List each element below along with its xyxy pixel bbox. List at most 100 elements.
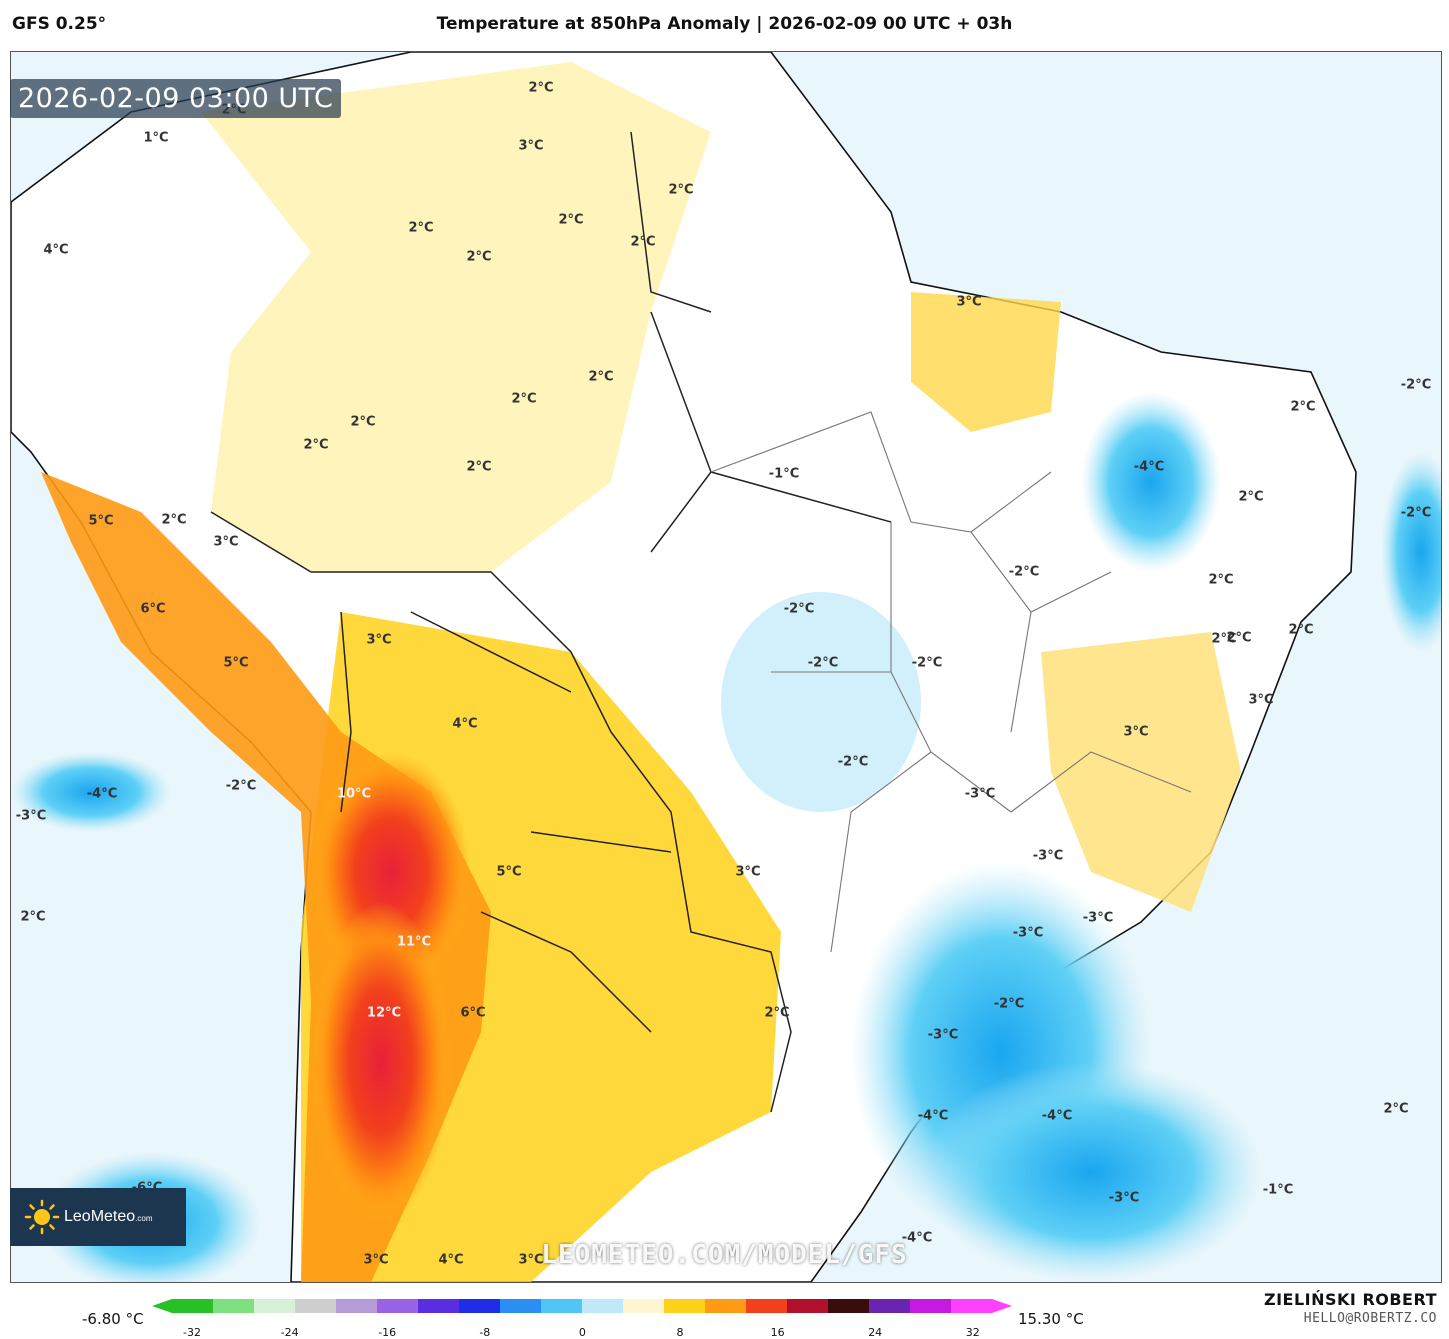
scale-tick-label: -24 [280, 1326, 299, 1339]
cold-area-pacific [11, 752, 171, 832]
anomaly-label: 2°C [630, 234, 656, 250]
map-canvas [11, 52, 1441, 1282]
anomaly-label: 2°C [1208, 572, 1234, 588]
logo-suffix: .com [135, 1214, 153, 1223]
anomaly-label: 2°C [511, 391, 537, 407]
anomaly-label: 2°C [466, 249, 492, 265]
scale-segment [623, 1299, 665, 1313]
scale-segment [418, 1299, 460, 1313]
anomaly-label: -2°C [1400, 377, 1432, 393]
cold-area-ne [1081, 392, 1221, 572]
scale-arrow-max [992, 1299, 1012, 1313]
scale-segment [541, 1299, 583, 1313]
anomaly-label: -4°C [1133, 459, 1165, 475]
scale-tick-label: -8 [479, 1326, 491, 1339]
anomaly-label: 5°C [496, 864, 522, 880]
anomaly-label: 4°C [438, 1252, 464, 1268]
anomaly-label: -3°C [1012, 925, 1044, 941]
anomaly-label: 2°C [303, 437, 329, 453]
scale-segment [664, 1299, 706, 1313]
anomaly-label: -3°C [927, 1027, 959, 1043]
scale-segment [705, 1299, 747, 1313]
anomaly-label: 12°C [366, 1005, 402, 1021]
anomaly-label: 1°C [143, 130, 169, 146]
anomaly-label: 2°C [558, 212, 584, 228]
scale-segment [869, 1299, 911, 1313]
anomaly-label: -3°C [964, 786, 996, 802]
anomaly-label: 6°C [140, 601, 166, 617]
author-block: ZIELIŃSKI ROBERT HELLO@ROBERTZ.CO [1264, 1290, 1437, 1326]
scale-segment [787, 1299, 829, 1313]
scale-max-label: 15.30 °C [1018, 1310, 1084, 1328]
state-borders [710, 411, 1192, 953]
anomaly-label: 2°C [588, 369, 614, 385]
anomaly-label: 5°C [88, 513, 114, 529]
anomaly-label: 4°C [43, 242, 69, 258]
anomaly-label: 11°C [396, 934, 432, 950]
cold-area-central [721, 592, 921, 812]
anomaly-label: -1°C [1262, 1182, 1294, 1198]
anomaly-label: 2°C [1226, 630, 1252, 646]
anomaly-label: -2°C [1400, 505, 1432, 521]
anomaly-label: -3°C [1108, 1190, 1140, 1206]
scale-tick-label: 8 [676, 1326, 684, 1339]
cold-area-ocean [921, 1062, 1261, 1282]
anomaly-label: -4°C [917, 1108, 949, 1124]
warm-area-ne [911, 292, 1061, 432]
scale-tick-label: -16 [378, 1326, 397, 1339]
anomaly-label: 3°C [363, 1252, 389, 1268]
anomaly-label: -1°C [768, 466, 800, 482]
anomaly-label: 2°C [1211, 631, 1237, 647]
scale-segment [459, 1299, 501, 1313]
anomaly-label: -4°C [1041, 1108, 1073, 1124]
timestamp-overlay: 2026-02-09 03:00 UTC [10, 79, 342, 118]
anomaly-label: 2°C [1290, 399, 1316, 415]
anomaly-label: 2°C [668, 182, 694, 198]
anomaly-label: 2°C [1238, 489, 1264, 505]
sun-icon [24, 1199, 60, 1235]
anomaly-label: -2°C [993, 996, 1025, 1012]
anomaly-map[interactable]: 2°C 1°C 3°C 2°C 2°C 2°C 2°C 4°C 2°C 2°C 3°C 2°C 2°C 2… [10, 51, 1442, 1283]
anomaly-label: -2°C [837, 754, 869, 770]
header: GFS 0.25° Temperature at 850hPa Anomaly … [0, 0, 1449, 50]
anomaly-label: 3°C [213, 534, 239, 550]
anomaly-label: -3°C [15, 808, 47, 824]
anomaly-label: -2°C [1008, 564, 1040, 580]
anomaly-label: -3°C [1082, 910, 1114, 926]
leometeo-logo[interactable]: LeoMeteo.com [10, 1188, 186, 1246]
author-email[interactable]: HELLO@ROBERTZ.CO [1303, 1311, 1437, 1326]
anomaly-label: 3°C [956, 294, 982, 310]
watermark-url: LEOMETEO.COM/MODEL/GFS [541, 1240, 908, 1270]
scale-segment [828, 1299, 870, 1313]
scale-segment [910, 1299, 952, 1313]
scale-tick-label: 0 [578, 1326, 586, 1339]
anomaly-label: -4°C [86, 786, 118, 802]
anomaly-label: 2°C [350, 414, 376, 430]
anomaly-label: -2°C [911, 655, 943, 671]
scale-segment [254, 1299, 296, 1313]
scale-tick-label: 24 [868, 1326, 883, 1339]
map-title: Temperature at 850hPa Anomaly | 2026-02-… [436, 14, 1013, 34]
cold-area-east-ocean [1381, 452, 1441, 652]
color-scale: -6.80 °C 15.30 °C -32 -24 -16 -8 0 8 16 24 32 [0, 1290, 1449, 1339]
anomaly-label: 3°C [1248, 692, 1274, 708]
anomaly-label: 5°C [223, 655, 249, 671]
anomaly-label: 2°C [408, 220, 434, 236]
anomaly-label: 2°C [466, 459, 492, 475]
scale-segment [295, 1299, 337, 1313]
logo-text: LeoMeteo.com [64, 1208, 153, 1226]
scale-segment [213, 1299, 255, 1313]
anomaly-label: 2°C [1288, 622, 1314, 638]
scale-tick-label: 32 [965, 1326, 980, 1339]
anomaly-label: 2°C [20, 909, 46, 925]
hot-core-2 [311, 902, 451, 1222]
anomaly-label: 6°C [460, 1005, 486, 1021]
anomaly-label: 10°C [336, 786, 372, 802]
scale-min-label: -6.80 °C [82, 1310, 144, 1328]
anomaly-label: 2°C [764, 1005, 790, 1021]
anomaly-label: 4°C [452, 716, 478, 732]
scale-segment [377, 1299, 419, 1313]
anomaly-label: -4°C [901, 1230, 933, 1246]
anomaly-label: 3°C [518, 1252, 544, 1268]
anomaly-label: 3°C [518, 138, 544, 154]
